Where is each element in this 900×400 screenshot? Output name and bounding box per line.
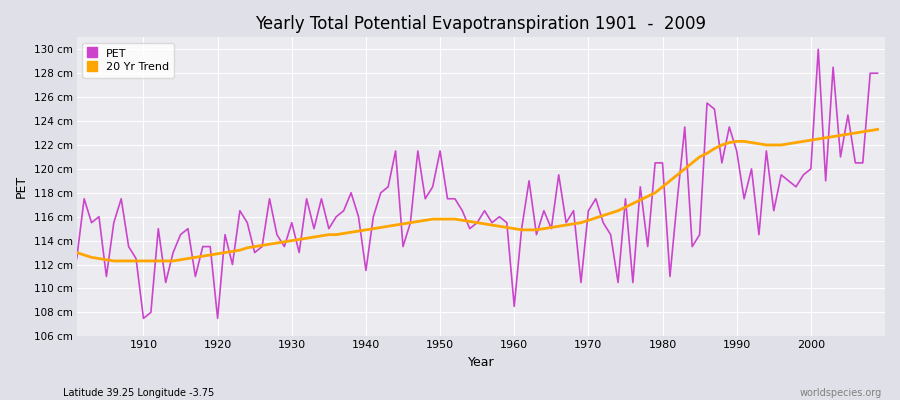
Title: Yearly Total Potential Evapotranspiration 1901  -  2009: Yearly Total Potential Evapotranspiratio…	[256, 15, 706, 33]
Text: Latitude 39.25 Longitude -3.75: Latitude 39.25 Longitude -3.75	[63, 388, 214, 398]
X-axis label: Year: Year	[467, 356, 494, 369]
Text: worldspecies.org: worldspecies.org	[800, 388, 882, 398]
Legend: PET, 20 Yr Trend: PET, 20 Yr Trend	[82, 43, 175, 78]
Y-axis label: PET: PET	[15, 175, 28, 198]
